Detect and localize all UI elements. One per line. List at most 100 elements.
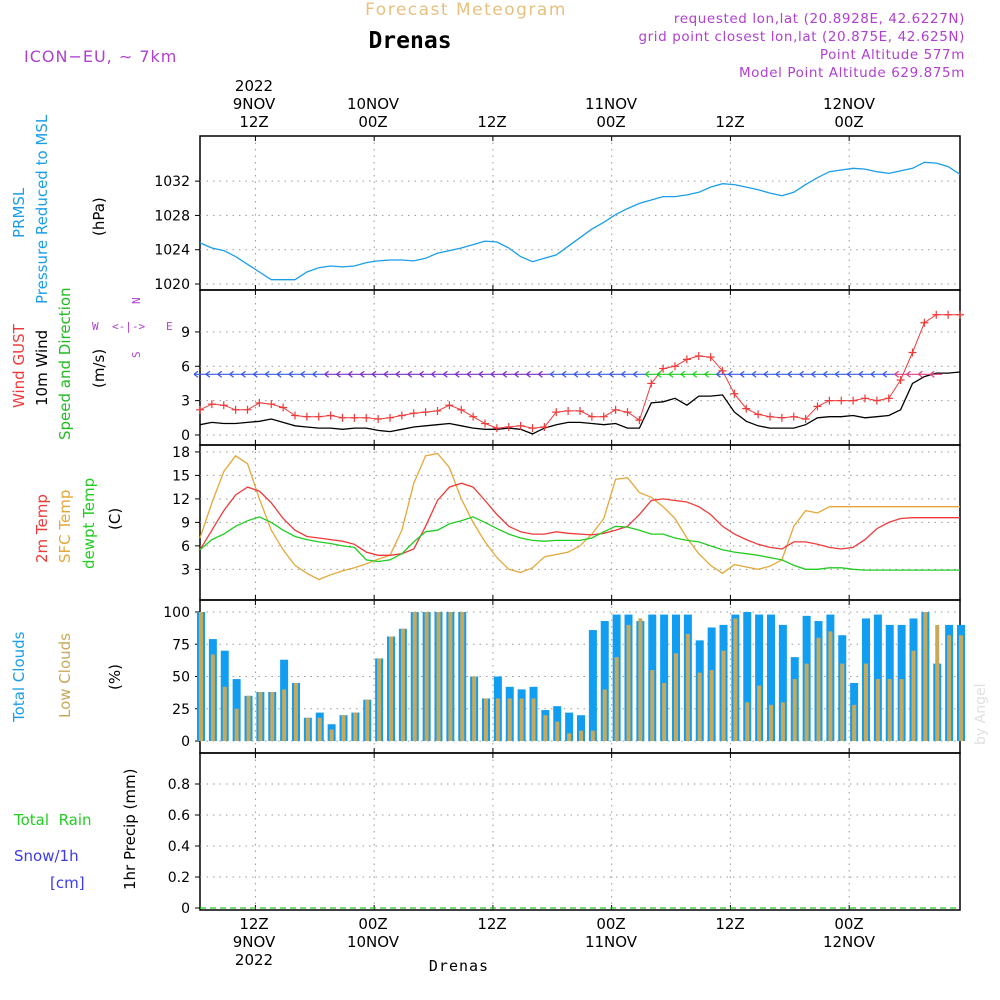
wind-direction-arrow [490, 370, 503, 378]
low-cloud-bar [959, 635, 963, 741]
plot-panels: 1020102410281032036936912151802550751000… [154, 135, 965, 917]
y-tick-label: 6 [181, 359, 190, 375]
footer-station: Drenas [429, 957, 489, 975]
low-cloud-bar [614, 657, 619, 741]
y-tick-label: 25 [172, 702, 190, 718]
y-tick-label: 12 [172, 492, 190, 508]
point-altitude: Point Altitude 577m [820, 47, 965, 63]
precip-frame [199, 752, 961, 911]
top-label-line3: 00Z [358, 113, 387, 131]
low-cloud-bar [840, 663, 845, 741]
gust-point [825, 396, 834, 405]
wind-direction-arrow [561, 370, 575, 378]
wind-direction-arrow [371, 370, 385, 378]
low-cloud-bar [828, 631, 833, 741]
y-tick-label: 0.6 [168, 808, 190, 824]
gust-point [196, 405, 204, 414]
low-cloud-bar [769, 704, 773, 741]
wind-direction-arrow [775, 370, 788, 378]
wind-direction-arrow [751, 370, 765, 378]
low-cloud-bar [697, 672, 702, 741]
top-label-line1: 2022 [235, 77, 273, 95]
gust-point [338, 413, 347, 422]
gust-point [291, 411, 299, 420]
low-cloud-bar [305, 717, 310, 741]
low-cloud-bar [412, 612, 417, 741]
pressure-panel: 1020 1024 1028 1032 [154, 135, 961, 293]
model-label: ICON−EU, ∼ 7km [24, 47, 177, 66]
wind-direction-arrow [644, 370, 658, 378]
low-cloud-bar [484, 698, 488, 741]
wind-panel: 0 3 6 9 [181, 289, 964, 446]
gust-point [671, 362, 679, 371]
pressure-label-1: PRMSL [10, 187, 28, 238]
top-time-axis: 2022 9NOV 12Z 10NOV 00Z 12Z 11NOV 00Z 12… [233, 77, 876, 131]
wind-direction-arrow [431, 370, 444, 378]
wind-direction-arrow [680, 370, 693, 378]
wind-direction-arrow [692, 370, 705, 378]
pressure-label-2: Pressure Reduced to MSL [33, 114, 51, 304]
dewpt-label: dewpt Temp [80, 478, 98, 569]
wind-unit: (m/s) [90, 349, 108, 388]
sfc-temp-line [199, 452, 960, 581]
y-tick-label: 0 [181, 428, 190, 444]
wind-direction-arrow [585, 370, 598, 378]
wind-direction-arrow [193, 370, 206, 378]
low-cloud-bar [460, 612, 465, 741]
gust-point [647, 379, 656, 388]
y-tick-label: 9 [181, 325, 190, 341]
wind-direction-arrow [834, 370, 848, 378]
low-cloud-bar [567, 733, 572, 741]
gust-point [837, 396, 846, 405]
bottom-label-line3: 2022 [235, 951, 273, 969]
total-clouds-label: Total Clouds [10, 631, 28, 723]
low-cloud-bar [816, 637, 821, 741]
precip-unit: 1hr Precip (mm) [121, 769, 139, 890]
gust-point [516, 421, 525, 430]
wind-dir-label: Speed and Direction [56, 287, 74, 440]
gust-point [956, 310, 964, 319]
gust-point [552, 408, 561, 417]
gust-point [433, 406, 442, 415]
top-label-line3: 12Z [477, 113, 506, 131]
bottom-label-line2: 11NOV [585, 933, 638, 951]
low-cloud-bar [757, 685, 762, 741]
compass-south: S [130, 351, 143, 358]
gust-point [587, 412, 596, 421]
y-tick-label: 75 [172, 637, 190, 653]
gust-point [932, 310, 941, 319]
gust-point [908, 348, 917, 357]
wind-direction-arrow [264, 370, 278, 378]
gust-point [314, 412, 323, 421]
gust-point [576, 406, 584, 415]
station-title: Drenas [368, 28, 451, 54]
low-cloud-bar [935, 624, 940, 741]
wind-compass: N W <-|-> E S [92, 297, 173, 358]
low-cloud-bar [353, 712, 358, 741]
wind-direction-arrow [454, 370, 468, 378]
wind-direction-arrow [846, 370, 860, 378]
y-tick-label: 0 [181, 734, 190, 750]
y-tick-label: 50 [172, 670, 190, 686]
gust-point [469, 412, 478, 421]
total-cloud-bar [767, 614, 775, 741]
low-cloud-bar [507, 698, 512, 741]
precip-panel: 0 0.2 0.4 0.6 0.8 [168, 752, 961, 917]
gust-point [861, 394, 869, 403]
low-cloud-bar [602, 689, 607, 741]
model-altitude: Model Point Altitude 629.875m [739, 65, 965, 81]
wind-direction-arrow [359, 370, 373, 378]
bottom-time-axis: 12Z 9NOV 2022 00Z 10NOV 12Z 00Z 11NOV 12… [233, 915, 876, 969]
gust-point [231, 405, 240, 414]
wind-direction-arrow [538, 370, 551, 378]
gust-point [255, 398, 264, 407]
low-cloud-bar [377, 658, 382, 741]
low-cloud-bar [638, 618, 643, 741]
wind-speed-line [199, 371, 961, 435]
low-cloud-bar [329, 729, 334, 741]
y-tick-label: 9 [181, 515, 190, 531]
wind-direction-arrow [823, 370, 836, 378]
compass-north: N [130, 297, 143, 304]
bottom-label-line1: 00Z [834, 915, 863, 933]
